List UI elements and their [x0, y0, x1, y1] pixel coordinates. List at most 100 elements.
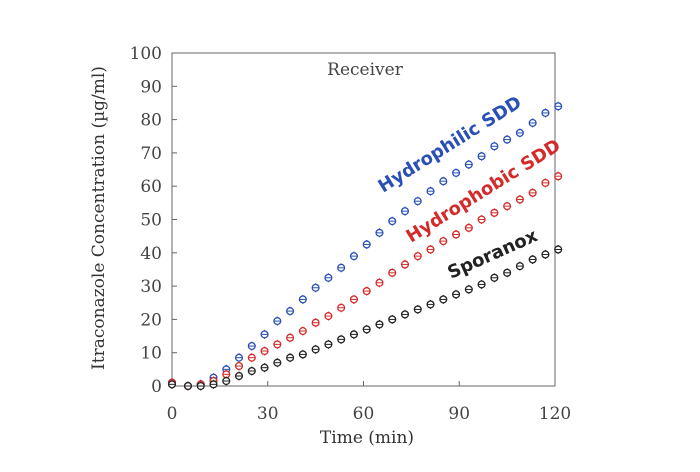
data-point	[554, 101, 563, 111]
data-point	[375, 278, 384, 288]
data-point	[503, 135, 512, 145]
data-point	[324, 273, 333, 283]
data-point	[260, 346, 269, 356]
data-point	[260, 363, 269, 373]
y-tick-label: 100	[130, 44, 162, 64]
data-point	[311, 318, 320, 328]
y-tick-label: 60	[140, 177, 162, 197]
data-point	[528, 254, 537, 264]
data-point	[222, 369, 231, 379]
x-tick-label: 30	[257, 404, 279, 424]
x-axis-title: Time (min)	[320, 428, 414, 448]
data-point	[234, 353, 244, 363]
y-axis-title: Itraconazole Concentration (µg/ml)	[89, 66, 109, 370]
data-point	[362, 324, 371, 334]
y-tick-label: 50	[140, 211, 162, 231]
y-tick-label: 0	[151, 377, 162, 397]
chart-title: Receiver	[327, 60, 404, 80]
data-point	[477, 279, 486, 289]
data-point	[337, 303, 346, 313]
data-point	[388, 268, 397, 278]
data-point	[337, 334, 346, 344]
y-tick-label: 90	[140, 77, 162, 97]
data-point	[490, 141, 499, 151]
data-point	[541, 249, 550, 259]
data-point	[286, 333, 295, 343]
data-point	[503, 201, 512, 211]
data-point	[324, 311, 333, 321]
data-point	[375, 319, 384, 329]
data-point	[490, 208, 499, 218]
data-point	[503, 268, 512, 278]
data-point	[247, 366, 256, 376]
data-point	[286, 306, 295, 316]
data-point	[286, 353, 295, 363]
data-point	[464, 284, 473, 294]
data-point	[515, 195, 524, 205]
y-tick-label: 70	[140, 144, 162, 164]
data-point	[234, 361, 244, 371]
data-point	[388, 314, 397, 324]
data-point	[541, 108, 550, 118]
data-point	[554, 171, 563, 181]
data-point	[413, 251, 422, 261]
data-point	[349, 294, 358, 304]
series-2	[167, 244, 563, 391]
data-point	[349, 329, 358, 339]
data-point	[183, 381, 193, 391]
data-point	[273, 358, 282, 368]
y-tick-label: 40	[140, 244, 162, 264]
data-point	[349, 251, 358, 261]
data-point	[362, 286, 371, 296]
y-axis: 0 10 20 30 40 50 60 70 80 90 100	[130, 44, 177, 397]
data-points	[167, 101, 563, 391]
x-tick-label: 0	[167, 404, 178, 424]
data-point	[413, 304, 422, 314]
data-point	[439, 236, 448, 246]
data-point	[452, 229, 461, 239]
data-point	[298, 294, 307, 304]
data-point	[554, 244, 563, 254]
data-point	[311, 283, 320, 293]
data-point	[515, 261, 524, 271]
data-point	[167, 379, 177, 389]
data-point	[400, 206, 410, 216]
y-tick-label: 10	[140, 344, 162, 364]
data-point	[209, 379, 218, 389]
data-point	[400, 259, 410, 269]
y-tick-label: 80	[140, 111, 162, 131]
data-point	[337, 263, 346, 273]
data-point	[362, 239, 371, 249]
y-tick-label: 30	[140, 277, 162, 297]
data-point	[413, 196, 422, 206]
x-tick-label: 120	[539, 404, 571, 424]
data-point	[452, 168, 461, 178]
x-axis: 0 30 60 90 120	[167, 381, 571, 424]
x-tick-label: 90	[448, 404, 470, 424]
data-point	[388, 216, 397, 226]
data-point	[234, 371, 244, 381]
data-point	[490, 273, 499, 283]
data-point	[439, 176, 448, 186]
data-point	[452, 289, 461, 299]
data-point	[222, 376, 231, 386]
data-point	[260, 329, 269, 339]
data-point	[311, 344, 320, 354]
data-point	[375, 228, 384, 238]
data-point	[196, 381, 205, 391]
data-point	[464, 160, 473, 170]
data-point	[426, 244, 435, 254]
data-point	[324, 339, 333, 349]
data-point	[400, 309, 410, 319]
data-point	[273, 339, 282, 349]
series-1	[167, 171, 563, 391]
data-point	[426, 186, 435, 196]
data-point	[298, 349, 307, 359]
y-tick-label: 20	[140, 310, 162, 330]
data-point	[439, 294, 448, 304]
data-point	[515, 128, 524, 138]
data-point	[247, 341, 256, 351]
data-point	[247, 353, 256, 363]
x-tick-label: 60	[353, 404, 375, 424]
data-point	[298, 326, 307, 336]
